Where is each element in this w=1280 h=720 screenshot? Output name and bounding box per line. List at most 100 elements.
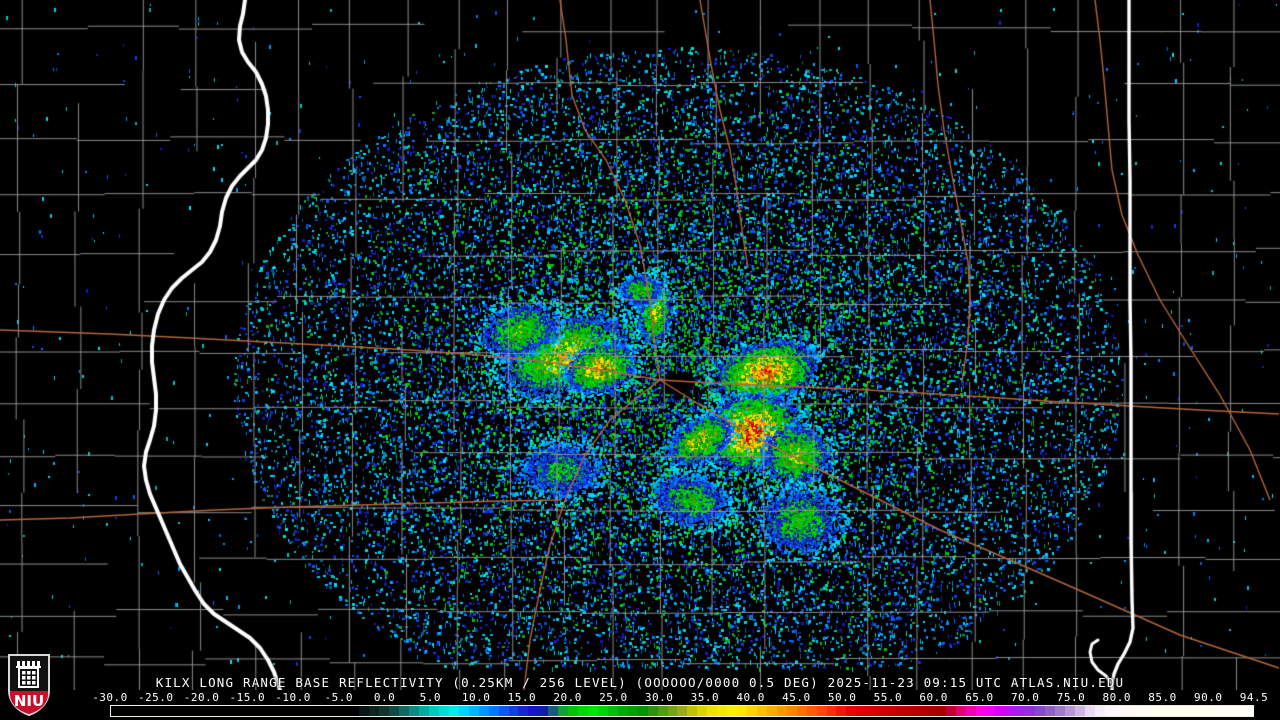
colorscale-swatch bbox=[647, 706, 658, 716]
colorscale-swatch bbox=[339, 706, 350, 716]
colorscale-swatch bbox=[826, 706, 837, 716]
colorscale-swatch bbox=[548, 706, 559, 716]
logo-red-band bbox=[10, 691, 48, 714]
reflectivity-colorscale[interactable]: -30.0 -25.0 -20.0 -15.0 -10.0 -5.0 0.0 5.0 10.0 1… bbox=[86, 691, 1278, 720]
colorscale-swatch bbox=[170, 706, 181, 716]
niu-shield-logo[interactable]: NIU bbox=[8, 654, 50, 717]
colorscale-swatch bbox=[438, 706, 449, 716]
colorscale-tick-label: 5.0 bbox=[419, 691, 441, 704]
colorscale-swatch bbox=[279, 706, 290, 716]
colorscale-swatch bbox=[409, 706, 420, 716]
colorscale-swatch bbox=[488, 706, 499, 716]
colorscale-swatch bbox=[677, 706, 688, 716]
colorscale-tick-label: 85.0 bbox=[1148, 691, 1177, 704]
colorscale-swatch bbox=[617, 706, 628, 716]
colorscale-gradient[interactable] bbox=[111, 706, 1254, 716]
colorscale-tick-label: 25.0 bbox=[599, 691, 628, 704]
colorscale-swatch bbox=[1243, 706, 1254, 716]
colorscale-swatch bbox=[260, 706, 270, 716]
colorscale-swatch bbox=[866, 706, 877, 716]
colorscale-tick-label: 10.0 bbox=[461, 691, 491, 704]
colorscale-tick-label: -30.0 bbox=[92, 691, 128, 704]
colorscale-swatch bbox=[955, 706, 966, 716]
colorscale-swatch bbox=[379, 706, 390, 716]
colorscale-swatch bbox=[190, 706, 201, 716]
colorscale-swatch bbox=[1094, 706, 1105, 716]
colorscale-swatch bbox=[796, 706, 807, 716]
colorscale-tick-label: 50.0 bbox=[827, 691, 857, 704]
colorscale-swatch bbox=[995, 706, 1006, 716]
colorscale-tick-label: 75.0 bbox=[1056, 691, 1086, 704]
colorscale-bar-frame[interactable] bbox=[110, 705, 1254, 717]
colorscale-swatch bbox=[399, 706, 410, 716]
colorscale-tick-label: 55.0 bbox=[873, 691, 903, 704]
colorscale-swatch bbox=[1144, 706, 1155, 716]
colorscale-swatch bbox=[140, 706, 151, 716]
colorscale-tick-label: 80.0 bbox=[1102, 691, 1131, 704]
colorscale-swatch bbox=[856, 706, 867, 716]
colorscale-swatch bbox=[1184, 706, 1195, 716]
colorscale-tick-label: 70.0 bbox=[1010, 691, 1040, 704]
colorscale-swatch bbox=[697, 706, 708, 716]
colorscale-tick-label: -25.0 bbox=[137, 691, 174, 704]
colorscale-swatch bbox=[230, 706, 241, 716]
colorscale-swatch bbox=[369, 706, 380, 716]
colorscale-tick-label: 15.0 bbox=[507, 691, 537, 704]
colorscale-swatch bbox=[737, 706, 747, 716]
colorscale-swatch bbox=[747, 706, 757, 716]
colorscale-swatch bbox=[498, 706, 509, 716]
colorscale-swatch bbox=[667, 706, 678, 716]
colorscale-swatch bbox=[945, 706, 956, 716]
colorscale-swatch bbox=[717, 706, 728, 716]
colorscale-swatch bbox=[111, 706, 121, 716]
colorscale-swatch bbox=[975, 706, 986, 716]
colorscale-swatch bbox=[985, 706, 996, 716]
colorscale-swatch bbox=[1035, 706, 1046, 716]
colorscale-tick-label: 40.0 bbox=[736, 691, 765, 704]
colorscale-swatch bbox=[1134, 706, 1145, 716]
colorscale-swatch bbox=[508, 706, 519, 716]
colorscale-swatch bbox=[289, 706, 300, 716]
colorscale-swatch bbox=[1214, 706, 1224, 716]
logo-text: NIU bbox=[14, 692, 44, 710]
colorscale-tick-label: 30.0 bbox=[644, 691, 674, 704]
colorscale-swatch bbox=[756, 706, 767, 716]
colorscale-tick-label: 60.0 bbox=[919, 691, 948, 704]
colorscale-swatch bbox=[925, 706, 936, 716]
colorscale-swatch bbox=[637, 706, 648, 716]
colorscale-tick-label: -10.0 bbox=[275, 691, 311, 704]
radar-map[interactable] bbox=[0, 0, 1280, 690]
colorscale-swatch bbox=[846, 706, 857, 716]
colorscale-swatch bbox=[687, 706, 698, 716]
colorscale-swatch bbox=[896, 706, 906, 716]
colorscale-swatch bbox=[1084, 706, 1095, 716]
colorscale-swatch bbox=[1055, 706, 1065, 716]
colorscale-swatch bbox=[876, 706, 887, 716]
colorscale-swatch bbox=[816, 706, 827, 716]
colorscale-swatch bbox=[220, 706, 231, 716]
colorscale-swatch bbox=[270, 706, 280, 716]
radar-reflectivity-canvas[interactable] bbox=[0, 0, 1280, 690]
colorscale-swatch bbox=[1194, 706, 1205, 716]
colorscale-swatch bbox=[319, 706, 330, 716]
colorscale-swatch bbox=[776, 706, 787, 716]
colorscale-swatch bbox=[1233, 706, 1244, 716]
colorscale-swatch bbox=[468, 706, 479, 716]
colorscale-swatch bbox=[568, 706, 579, 716]
colorscale-swatch bbox=[886, 706, 897, 716]
colorscale-swatch bbox=[727, 706, 738, 716]
colorscale-swatch bbox=[419, 706, 429, 716]
colorscale-swatch bbox=[1204, 706, 1215, 716]
colorscale-swatch bbox=[538, 706, 549, 716]
colorscale-swatch bbox=[1065, 706, 1075, 716]
colorscale-swatch bbox=[786, 706, 797, 716]
colorscale-swatch bbox=[1124, 706, 1135, 716]
colorscale-swatch bbox=[329, 706, 340, 716]
colorscale-swatch bbox=[1015, 706, 1026, 716]
colorscale-swatch bbox=[309, 706, 320, 716]
colorscale-tick-label: 35.0 bbox=[690, 691, 720, 704]
colorscale-swatch bbox=[906, 706, 916, 716]
colorscale-tick-label: 94.5 bbox=[1239, 691, 1269, 704]
colorscale-swatch bbox=[627, 706, 638, 716]
